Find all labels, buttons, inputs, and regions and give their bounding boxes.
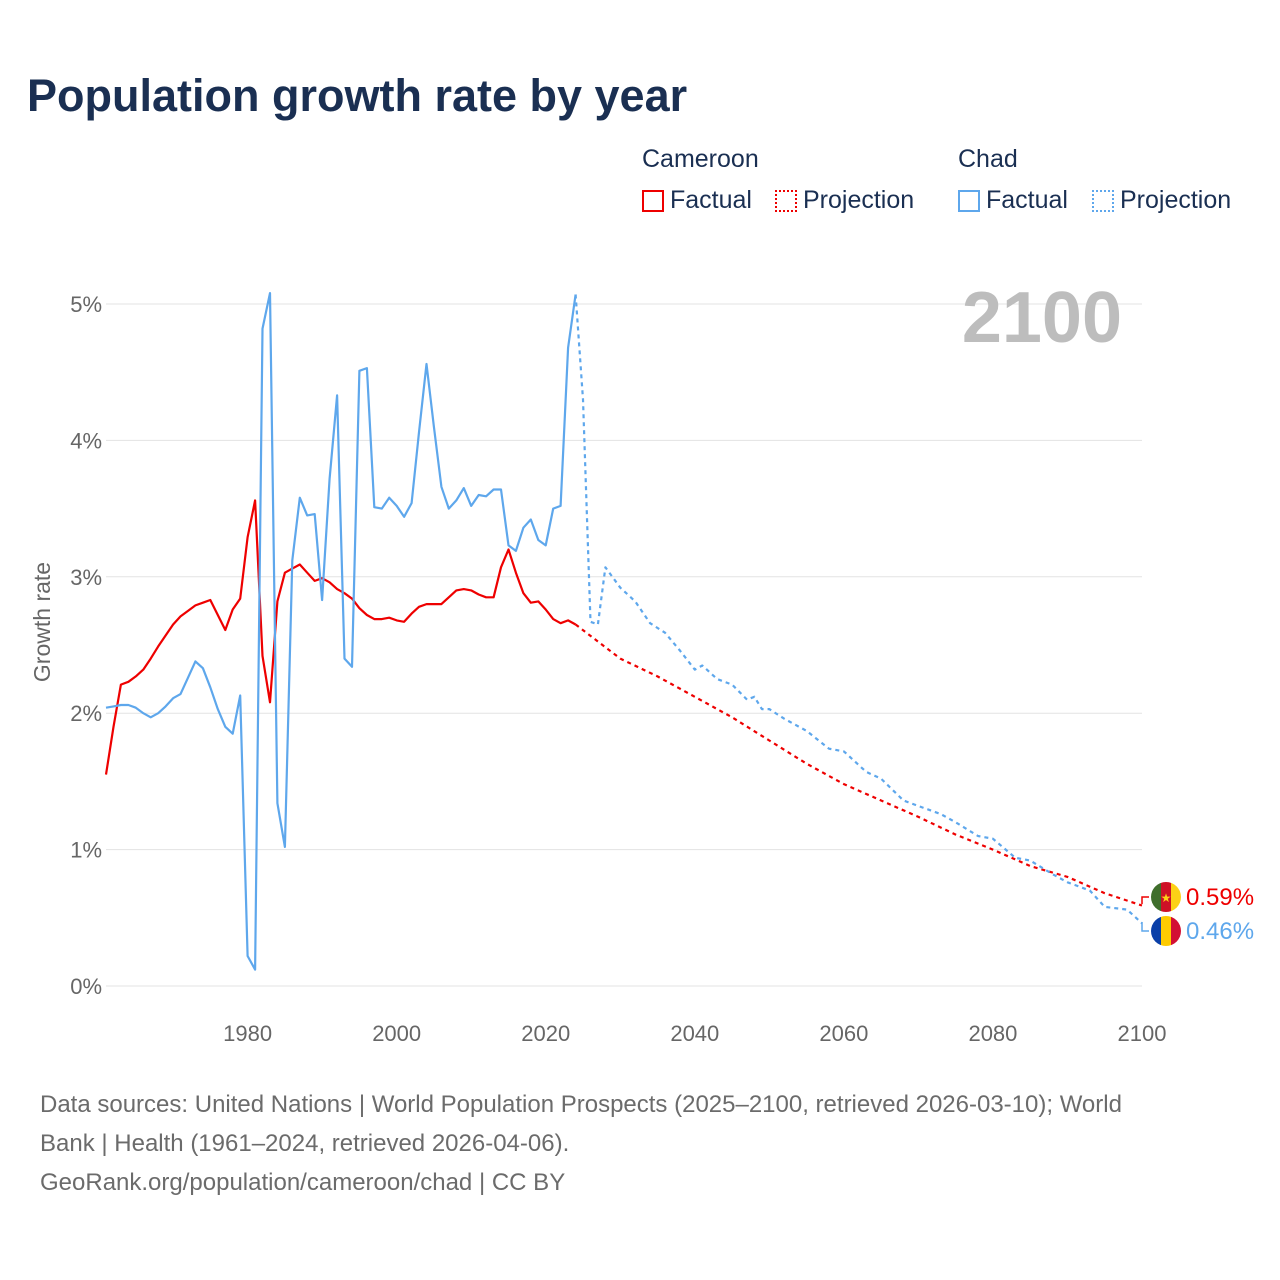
x-tick-label: 2020 (521, 1021, 570, 1046)
chad-flag-icon (1151, 916, 1181, 946)
y-tick-label: 3% (70, 565, 102, 590)
x-tick-label: 2040 (670, 1021, 719, 1046)
page-title: Population growth rate by year (27, 70, 688, 121)
legend-label: Projection (803, 186, 915, 214)
chad-projection-line (574, 294, 1143, 925)
legend-group-chad: Chad (958, 145, 1018, 173)
legend-cameroon-projection[interactable]: Projection (775, 186, 914, 215)
legend-label: Projection (1120, 186, 1232, 214)
cameroon-flag-icon: ★ (1151, 882, 1181, 912)
solid-swatch-icon (642, 189, 664, 212)
legend-label: Factual (670, 186, 752, 214)
dotted-swatch-icon (775, 189, 797, 212)
x-tick-label: 1980 (223, 1021, 272, 1046)
svg-text:★: ★ (1161, 891, 1172, 905)
year-watermark: 2100 (962, 278, 1122, 358)
legend-chad-factual[interactable]: Factual (958, 186, 1068, 215)
footer-sources-line2: Bank | Health (1961–2024, retrieved 2026… (40, 1130, 570, 1157)
legend-group-cameroon: Cameroon (642, 145, 759, 173)
legend-label: Factual (986, 186, 1068, 214)
x-tick-label: 2000 (372, 1021, 421, 1046)
y-tick-label: 2% (70, 701, 102, 726)
x-tick-label: 2060 (819, 1021, 868, 1046)
y-tick-label: 5% (70, 292, 102, 317)
cameroon-factual-line (104, 499, 577, 775)
footer-link[interactable]: GeoRank.org/population/cameroon/chad | C… (40, 1169, 566, 1196)
legend-cameroon-factual[interactable]: Factual (642, 186, 752, 215)
dotted-swatch-icon (1092, 189, 1114, 212)
x-tick-label: 2080 (968, 1021, 1017, 1046)
legend-chad-projection[interactable]: Projection (1092, 186, 1231, 215)
y-tick-label: 0% (70, 974, 102, 999)
solid-swatch-icon (958, 189, 980, 212)
cameroon-projection-line (574, 623, 1143, 907)
footer-sources-line1: Data sources: United Nations | World Pop… (40, 1091, 1122, 1118)
y-tick-label: 1% (70, 838, 102, 863)
chad-factual-line (105, 292, 577, 971)
x-tick-label: 2100 (1118, 1021, 1167, 1046)
y-axis-label: Growth rate (29, 562, 55, 682)
y-tick-label: 4% (70, 428, 102, 453)
chad-end-value: 0.46% (1186, 918, 1254, 945)
cameroon-end-value: 0.59% (1186, 884, 1254, 911)
